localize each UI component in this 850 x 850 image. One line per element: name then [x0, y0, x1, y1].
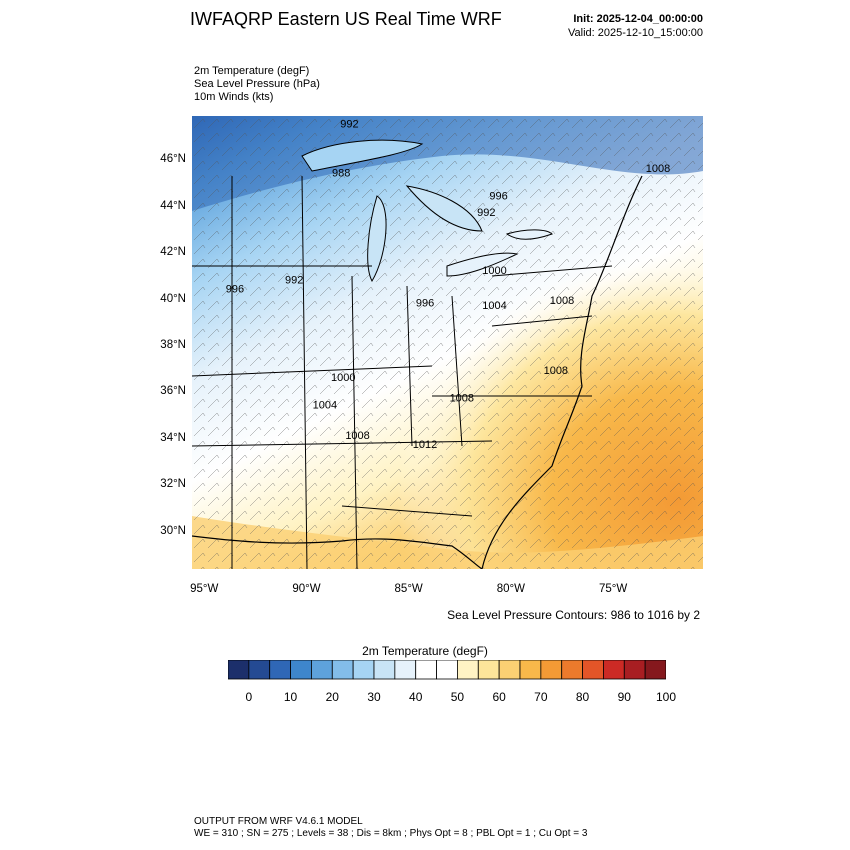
pressure-label: 1004: [313, 400, 337, 412]
colorbar-swatch: [311, 660, 333, 680]
pressure-label: 992: [477, 207, 495, 219]
colorbar-label: 0: [245, 690, 253, 704]
lat-tick-label: 42°N: [160, 246, 186, 259]
colorbar-swatch: [561, 660, 583, 680]
colorbar-label: 10: [283, 690, 298, 704]
state-borders: [192, 175, 613, 569]
lat-tick-label: 40°N: [160, 292, 186, 305]
map-title: IWFAQRP Eastern US Real Time WRF: [190, 9, 502, 29]
lake-superior: [301, 139, 424, 172]
colorbar-swatch: [228, 660, 250, 680]
lat-tick-label: 32°N: [160, 478, 186, 491]
pressure-label: 1004: [482, 300, 506, 312]
pressure-label: 1008: [544, 365, 568, 377]
colorbar-swatch: [331, 660, 354, 680]
colorbar-swatch: [540, 660, 563, 680]
colorbar-swatch: [457, 660, 479, 680]
pressure-label: 1000: [331, 372, 355, 384]
pressure-label: 992: [285, 274, 303, 286]
pressure-label: 1008: [345, 430, 369, 442]
colorbar-swatch: [644, 660, 666, 680]
colorbar-swatch: [603, 660, 625, 680]
pressure-contour-labels: 992 988 996 992 1008 1000 992 996 996 1004 1008 100…: [226, 119, 671, 452]
pressure-label: 992: [340, 119, 358, 131]
pressure-label: 1012: [413, 439, 437, 451]
colorbar-label: 100: [655, 690, 677, 704]
colorbar-label: 70: [534, 690, 548, 704]
weather-map: 992 988 996 992 1008 1000 992 996 996 1004 1008 100…: [160, 116, 703, 595]
lon-tick-label: 90°W: [292, 583, 321, 595]
lon-tick-label: 85°W: [394, 583, 423, 595]
colorbar-swatch: [623, 660, 646, 680]
pressure-label: 996: [416, 297, 434, 309]
lake-michigan: [367, 195, 387, 283]
field-winds: 10m Winds (kts): [194, 91, 274, 103]
colorbar-title: 2m Temperature (degF): [362, 644, 488, 658]
field-temperature: 2m Temperature (degF): [194, 65, 310, 77]
colorbar-label: 80: [575, 690, 590, 704]
lat-tick-label: 38°N: [160, 338, 186, 351]
colorbar-label: 50: [450, 690, 465, 704]
pressure-label: 988: [332, 167, 350, 179]
lake-ontario: [505, 229, 553, 240]
colorbar-swatch: [290, 660, 312, 680]
colorbar-label: 60: [492, 690, 506, 704]
temperature-colorbar: [228, 660, 666, 680]
pressure-label: 996: [226, 284, 244, 296]
lat-tick-label: 34°N: [160, 431, 186, 444]
colorbar-swatch: [582, 660, 604, 680]
pressure-label: 1008: [450, 393, 474, 405]
lat-tick-label: 36°N: [160, 385, 186, 398]
lon-tick-label: 95°W: [190, 583, 219, 595]
colorbar-swatch: [415, 660, 437, 680]
lat-tick-label: 44°N: [160, 199, 186, 212]
lon-tick-label: 80°W: [496, 583, 525, 595]
model-info: OUTPUT FROM WRF V4.6.1 MODEL: [194, 816, 363, 827]
colorbar-swatch: [436, 660, 458, 680]
pressure-label: 1008: [550, 295, 574, 307]
pressure-label: 1008: [646, 163, 670, 175]
field-pressure: Sea Level Pressure (hPa): [194, 78, 320, 90]
lon-tick-label: 75°W: [598, 583, 628, 595]
colorbar-swatch: [498, 660, 521, 680]
colorbar-swatch: [519, 660, 542, 680]
map-canvas: 992 988 996 992 1008 1000 992 996 996 1004 1008 100…: [192, 116, 703, 569]
colorbar-swatch: [269, 660, 291, 680]
colorbar-swatch: [352, 660, 375, 680]
valid-time: Valid: 2025-12-10_15:00:00: [568, 27, 703, 39]
colorbar-swatch: [477, 660, 500, 680]
colorbar-label: 20: [325, 690, 339, 704]
lake-huron: [405, 185, 483, 232]
colorbar-swatch: [248, 660, 271, 680]
pressure-label: 996: [489, 191, 507, 203]
init-time: Init: 2025-12-04_00:00:00: [573, 13, 703, 25]
contour-note: Sea Level Pressure Contours: 986 to 1016…: [447, 608, 700, 622]
colorbar-label: 90: [617, 690, 631, 704]
colorbar-label: 40: [409, 690, 423, 704]
colorbar-swatch: [394, 660, 417, 680]
east-coastline: [481, 175, 643, 569]
lat-tick-label: 30°N: [160, 524, 186, 537]
model-config: WE = 310 ; SN = 275 ; Levels = 38 ; Dis …: [194, 828, 588, 839]
wind-barbs: [192, 116, 703, 569]
lake-erie: [446, 252, 519, 277]
colorbar-swatch: [373, 660, 396, 680]
gulf-coastline: [192, 535, 483, 569]
pressure-label: 1000: [482, 265, 506, 277]
lat-tick-label: 46°N: [160, 153, 186, 166]
colorbar-label: 30: [367, 690, 381, 704]
